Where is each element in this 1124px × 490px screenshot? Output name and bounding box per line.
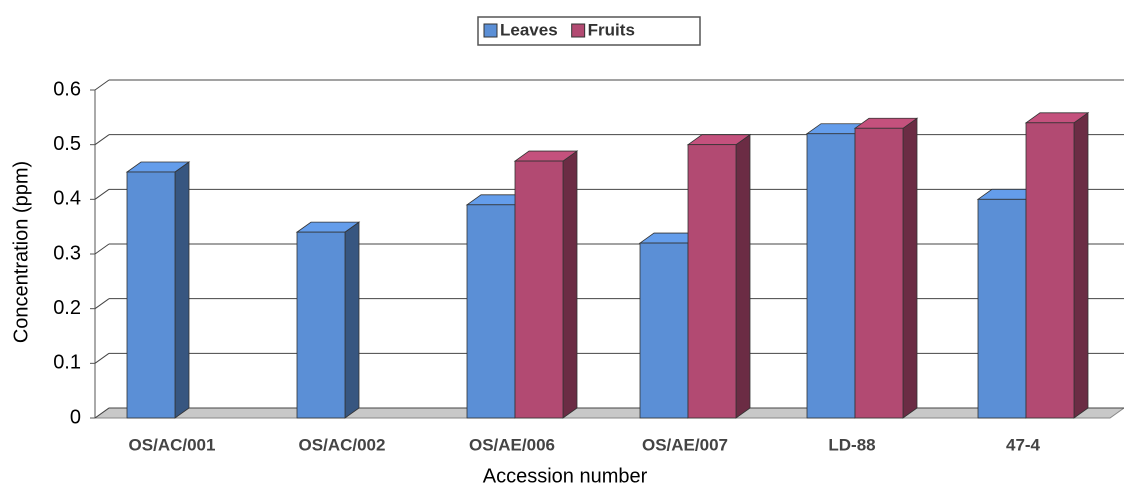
legend-swatch [483,23,498,38]
y-tick-label: 0.6 [53,78,81,100]
x-tick-label: LD-88 [828,435,875,454]
legend-label: Leaves [500,20,558,39]
grid-line [94,243,110,255]
bar-front [806,133,856,419]
grid-line [94,298,110,310]
y-tick-label: 0.3 [53,242,81,264]
legend-swatch [571,23,586,38]
y-tick-label: 0.5 [53,133,81,155]
bar-front [466,204,516,419]
x-tick-label: OS/AE/007 [642,435,728,454]
grid-line [94,79,110,91]
bar-front [639,242,689,419]
x-tick-label: OS/AC/002 [299,435,386,454]
bar-front [687,144,737,419]
bar-front [296,231,346,419]
bar-side [735,133,751,419]
legend-box [477,16,701,46]
bar-front [514,160,564,419]
bar-side [174,161,190,419]
bar [853,117,919,419]
x-tick-label: 47-4 [1006,435,1041,454]
bar-front [126,171,176,419]
bar-front [1025,122,1075,419]
bar-front [854,127,904,419]
bar-side [1073,112,1089,419]
y-tick-label: 0.1 [53,352,81,374]
x-tick-label: OS/AE/006 [469,435,555,454]
grid-line [94,352,110,364]
bar [686,133,752,419]
floor [93,407,1124,419]
x-tick-label: OS/AC/001 [129,435,216,454]
y-tick-label: 0 [70,406,81,428]
bar [1024,112,1090,419]
grid-line [94,188,110,200]
bar-side [344,221,360,419]
bar [125,161,191,419]
bar-front [977,198,1027,419]
bar [513,150,579,419]
bar-side [902,117,918,419]
x-axis-title: Accession number [483,465,648,487]
y-tick-label: 0.2 [53,297,81,319]
bar-side [562,150,578,419]
grid-line [94,407,110,419]
bar [295,221,361,419]
y-axis-title: Concentration (ppm) [10,161,32,343]
grid-line [94,134,110,146]
legend-label: Fruits [588,20,635,39]
y-tick-label: 0.4 [53,188,81,210]
